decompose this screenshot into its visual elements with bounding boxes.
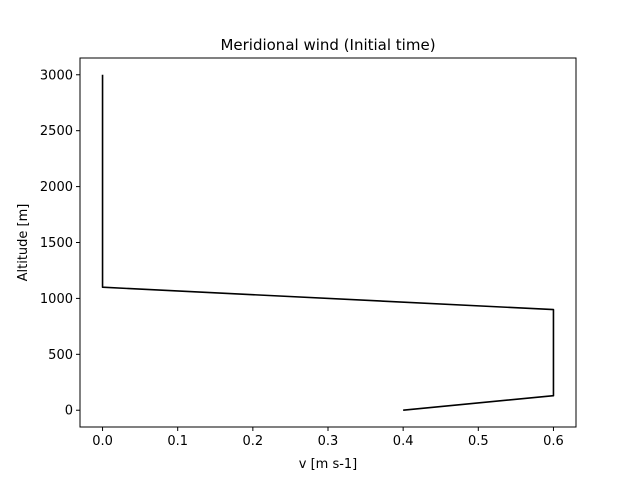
y-tick-label: 1500	[40, 236, 73, 251]
x-axis: 0.0 0.1 0.2 0.3 0.4 0.5 0.6	[92, 427, 564, 449]
y-axis-label: Altitude [m]	[16, 204, 31, 282]
x-tick-label: 0.3	[318, 434, 339, 449]
y-tick-label: 3000	[40, 68, 73, 83]
y-tick-label: 1000	[40, 292, 73, 307]
plot-area	[101, 74, 555, 412]
x-tick-label: 0.0	[92, 434, 113, 449]
y-tick-label: 500	[48, 348, 73, 363]
x-tick-label: 0.5	[468, 434, 489, 449]
x-tick-label: 0.6	[543, 434, 564, 449]
y-axis: 0 500 1000 1500 2000 2500 3000	[40, 68, 80, 419]
x-tick-label: 0.4	[393, 434, 414, 449]
x-tick-label: 0.1	[167, 434, 188, 449]
x-axis-label: v [m s-1]	[299, 457, 358, 472]
x-tick-label: 0.2	[243, 434, 264, 449]
y-tick-label: 2500	[40, 124, 73, 139]
series-line	[101, 74, 555, 412]
y-tick-label: 0	[65, 404, 73, 419]
chart-title: Meridional wind (Initial time)	[220, 36, 435, 54]
y-tick-label: 2000	[40, 180, 73, 195]
